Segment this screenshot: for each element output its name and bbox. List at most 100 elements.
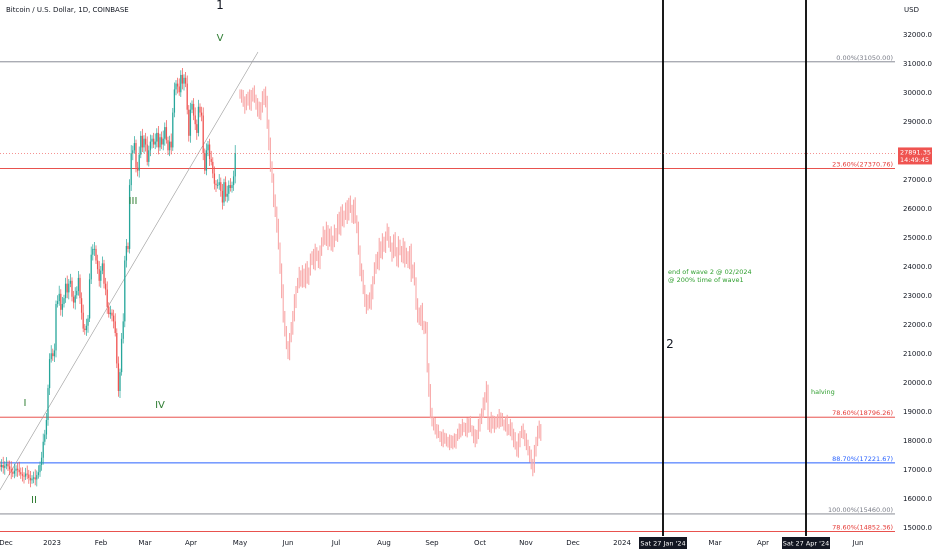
x-tick-label: Apr bbox=[757, 539, 769, 547]
candle-body bbox=[85, 325, 88, 331]
candle-body bbox=[188, 109, 190, 136]
candle-body bbox=[231, 185, 233, 188]
y-tick-label: 24000.00 bbox=[903, 263, 932, 271]
candle-body bbox=[218, 182, 220, 186]
candle-body bbox=[154, 141, 156, 145]
candle-body bbox=[112, 315, 115, 322]
candle-body bbox=[47, 388, 49, 420]
candle-body bbox=[120, 338, 123, 373]
candle-body bbox=[176, 83, 179, 87]
fib-label: 0.00%(31050.00) bbox=[836, 54, 893, 62]
note-end-wave2: end of wave 2 @ 02/2024 bbox=[668, 268, 752, 276]
y-tick-label: 32000.00 bbox=[903, 31, 932, 39]
candle-body bbox=[124, 260, 126, 322]
candle-body bbox=[213, 173, 216, 184]
fib-label: 78.60%(18796.26) bbox=[832, 409, 893, 417]
candle-body bbox=[68, 283, 70, 293]
candle-body bbox=[71, 280, 73, 297]
candle-body bbox=[210, 159, 212, 162]
candle-body bbox=[220, 182, 222, 191]
candle-body bbox=[196, 124, 198, 133]
price-tag-value: 27891.35 bbox=[900, 148, 931, 156]
date-tag-box bbox=[639, 537, 687, 549]
candle-body bbox=[151, 138, 153, 142]
candle-body bbox=[160, 137, 163, 145]
candle-body bbox=[212, 161, 214, 174]
candle-body bbox=[234, 153, 236, 177]
wave-label-2: 2 bbox=[666, 337, 674, 351]
candle-body bbox=[34, 477, 36, 480]
candle-body bbox=[164, 127, 166, 139]
candle-body bbox=[48, 359, 51, 389]
candles bbox=[0, 67, 542, 488]
date-tag-label: Sat 27 Jan '24 bbox=[640, 540, 685, 548]
y-tick-label: 27000.00 bbox=[903, 176, 932, 184]
candle-body bbox=[69, 280, 72, 284]
y-tick-label: 29000.00 bbox=[903, 118, 932, 126]
wave-label-iv: IV bbox=[155, 400, 165, 411]
candle-body bbox=[204, 153, 206, 171]
candle-body bbox=[111, 312, 113, 316]
y-tick-label: 21000.00 bbox=[903, 350, 932, 358]
candle-body bbox=[128, 185, 131, 249]
candle-body bbox=[16, 468, 19, 470]
candle-body bbox=[186, 83, 188, 110]
y-tick-label: 31000.00 bbox=[903, 60, 932, 68]
candle-body bbox=[8, 466, 11, 470]
candle-body bbox=[45, 420, 48, 435]
candle-body bbox=[200, 112, 203, 116]
x-tick-label: Aug bbox=[377, 539, 391, 547]
candle-body bbox=[0, 464, 1, 467]
candle-body bbox=[127, 246, 129, 249]
candle-body bbox=[162, 138, 164, 145]
candle-body bbox=[36, 475, 38, 480]
y-tick-label: 23000.00 bbox=[903, 292, 932, 300]
candle-body bbox=[66, 283, 68, 293]
candle-body bbox=[114, 321, 116, 333]
candle-body bbox=[26, 473, 28, 475]
candle-body bbox=[180, 74, 182, 93]
candle-body bbox=[223, 182, 225, 203]
candle-body bbox=[76, 290, 78, 296]
candle-body bbox=[4, 465, 6, 468]
axes: 32000.0031000.0030000.0029000.0028000.00… bbox=[0, 31, 932, 549]
candle-body bbox=[37, 472, 40, 476]
candle-body bbox=[117, 363, 120, 391]
candle-body bbox=[106, 289, 108, 307]
note-time-wave1: @ 200% time of wave1 bbox=[668, 276, 744, 284]
candle-body bbox=[216, 185, 219, 186]
candle-body bbox=[228, 185, 230, 194]
candle-body bbox=[104, 283, 107, 290]
candle-body bbox=[95, 248, 97, 261]
candle-body bbox=[58, 293, 60, 302]
price-tag-countdown: 14:49:45 bbox=[900, 156, 929, 164]
candle-body bbox=[63, 298, 65, 304]
x-tick-label: 2023 bbox=[43, 539, 61, 547]
candle-body bbox=[39, 464, 41, 473]
candle-body bbox=[205, 150, 208, 171]
candle-body bbox=[72, 296, 75, 303]
candle-body bbox=[172, 112, 174, 148]
candle-body bbox=[5, 464, 8, 466]
candle-body bbox=[167, 140, 169, 151]
candle-body bbox=[40, 457, 43, 465]
wave-label-iii: III bbox=[129, 196, 138, 207]
candle-body bbox=[18, 469, 20, 473]
trendline bbox=[0, 51, 259, 491]
candle-body bbox=[119, 372, 121, 391]
y-tick-label: 22000.00 bbox=[903, 321, 932, 329]
candle-body bbox=[100, 270, 102, 281]
candle-body bbox=[92, 248, 94, 255]
fib-levels: 0.00%(31050.00) 23.60%(27370.76) 78.60%(18… bbox=[0, 54, 895, 533]
candle-body bbox=[52, 353, 54, 357]
fib-label: 100.00%(15460.00) bbox=[828, 506, 893, 514]
candle-body bbox=[215, 183, 217, 186]
candle-body bbox=[82, 312, 84, 329]
candle-body bbox=[207, 144, 209, 151]
candle-body bbox=[199, 106, 201, 113]
candle-body bbox=[24, 473, 27, 477]
candle-body bbox=[157, 132, 160, 148]
candle-body bbox=[224, 182, 227, 197]
candle-body bbox=[143, 138, 145, 148]
